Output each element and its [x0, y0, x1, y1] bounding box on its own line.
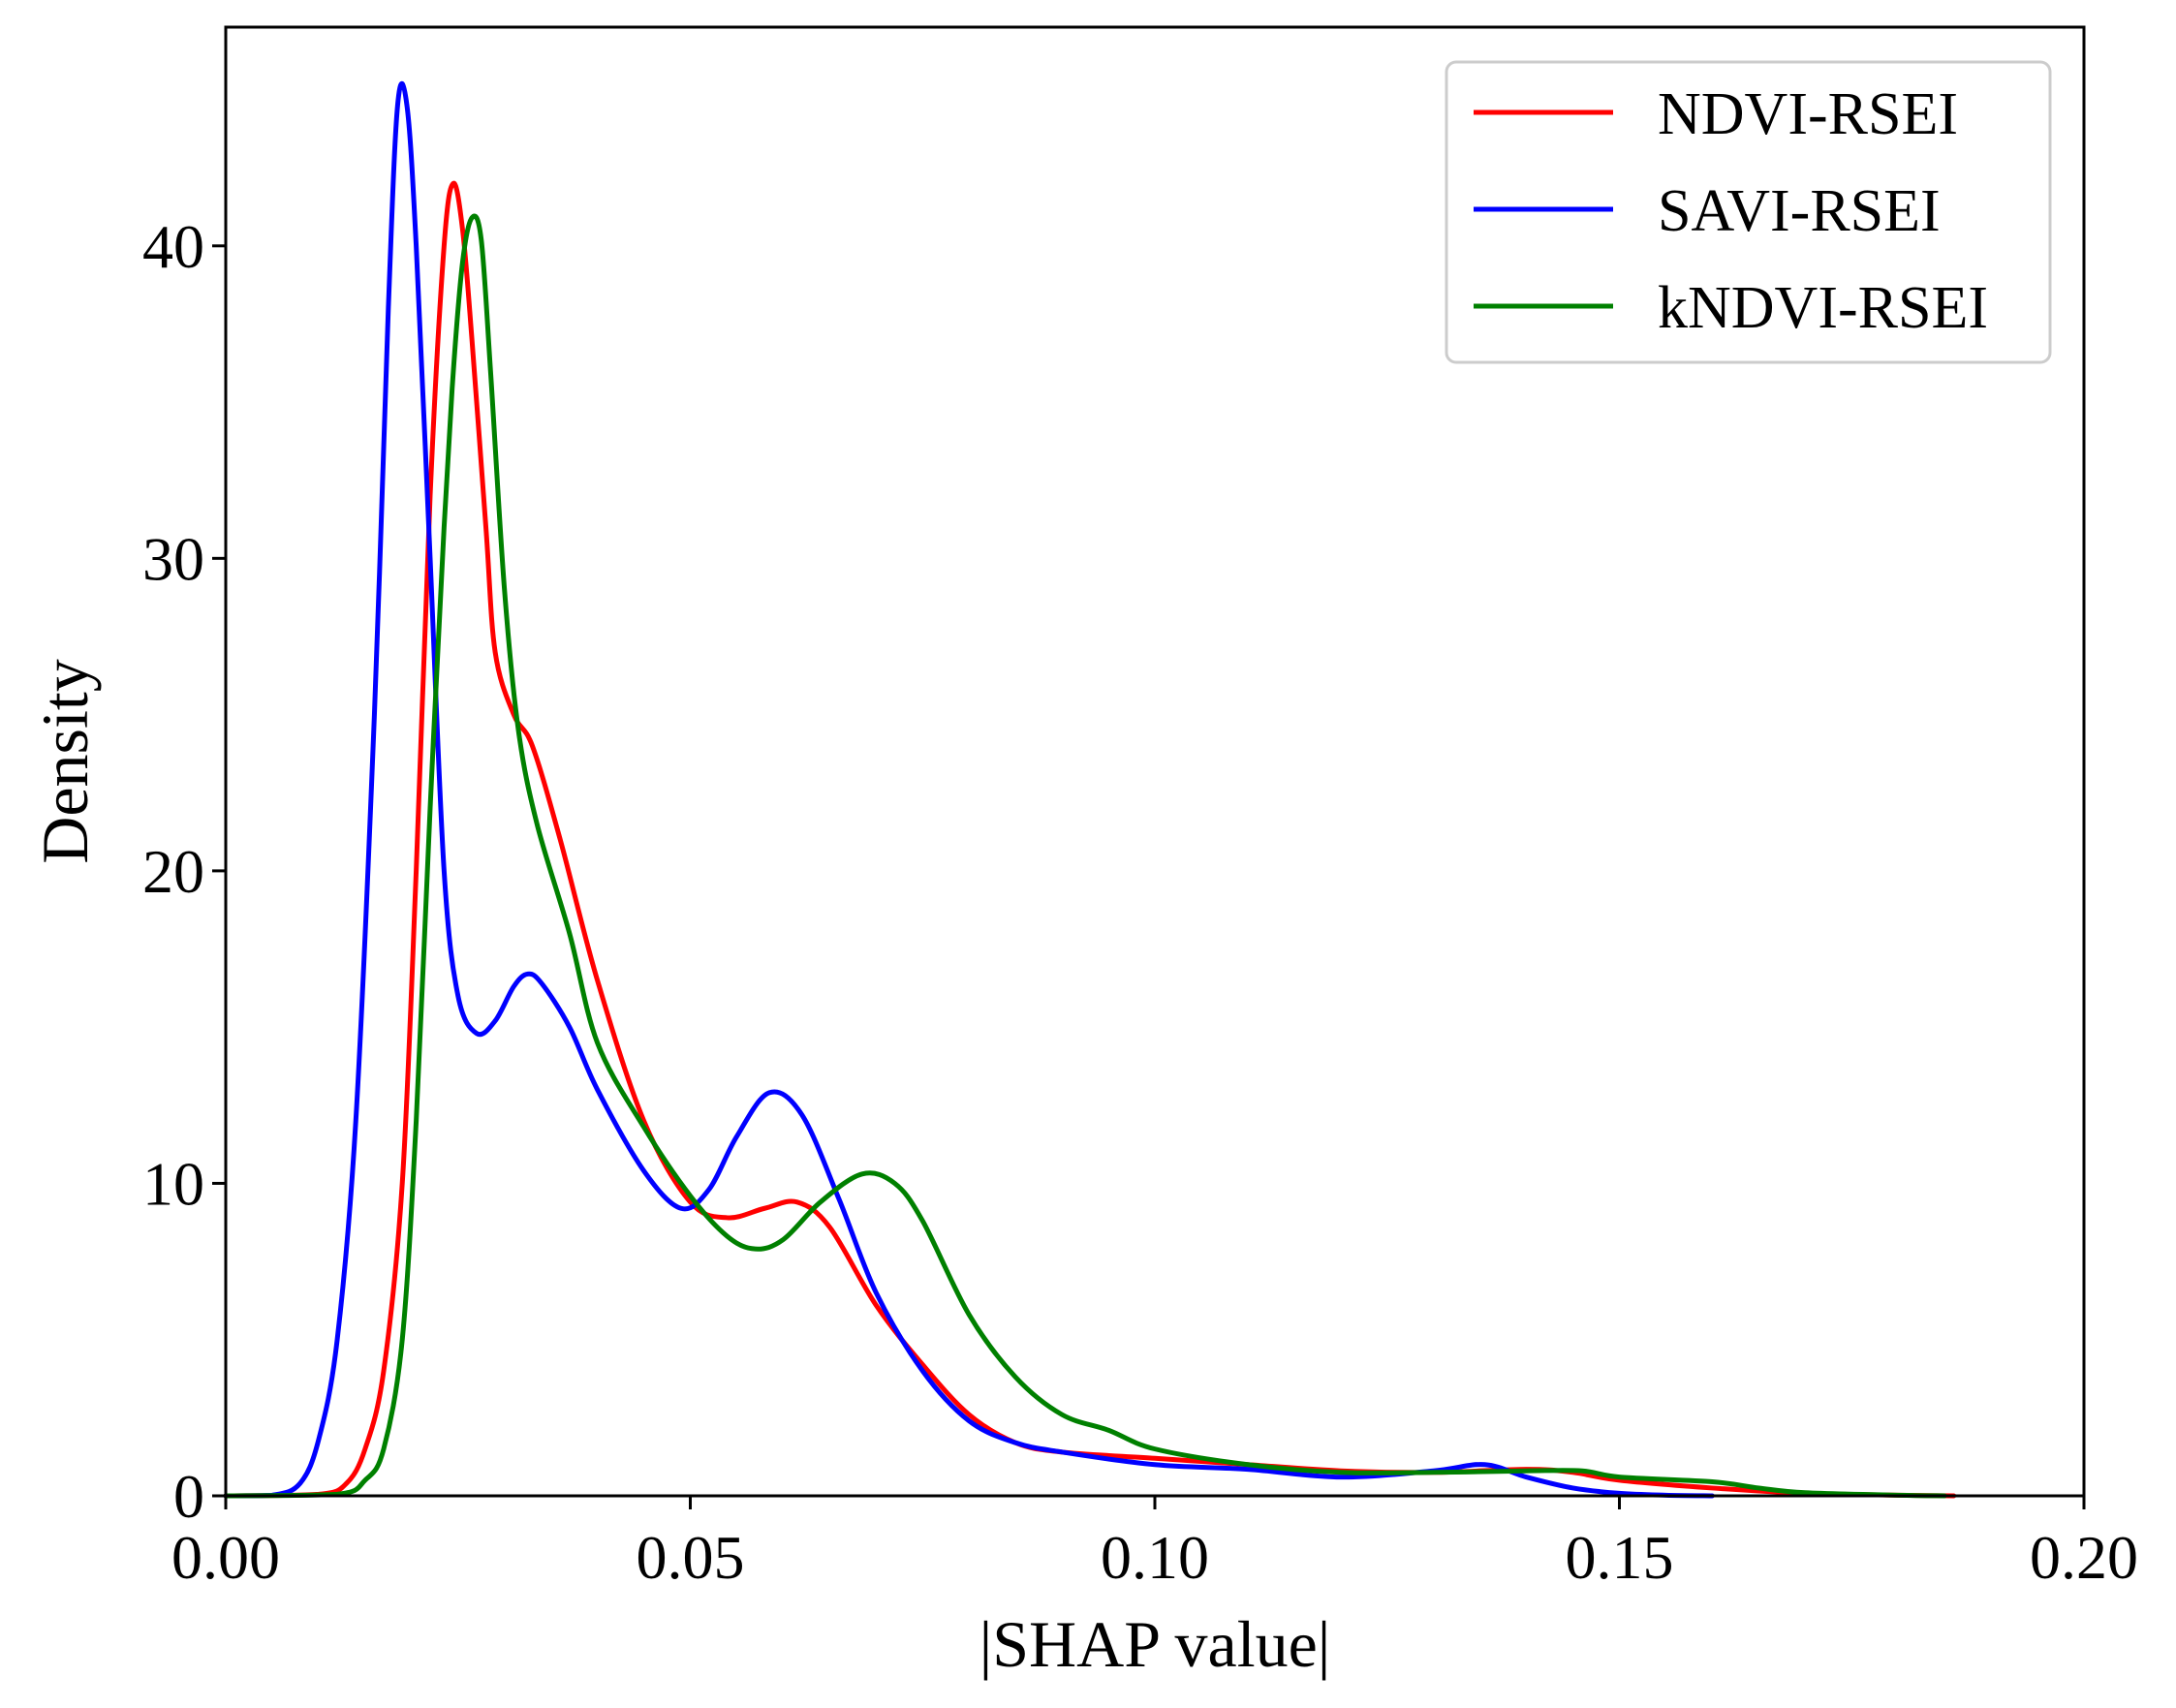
- legend-label-kndvi-rsei: kNDVI-RSEI: [1658, 275, 1988, 341]
- legend-box: [1445, 60, 2052, 364]
- x-axis-ticks: 0.00 0.05 0.10 0.15 0.20: [171, 1496, 2138, 1592]
- x-tick-label: 0.10: [1101, 1523, 1209, 1592]
- y-tick-label: 30: [142, 524, 204, 593]
- x-tick-label: 0.05: [637, 1523, 745, 1592]
- y-tick-label: 10: [142, 1149, 204, 1218]
- series-line-kndvi-rsei: [223, 213, 1947, 1499]
- series-layer: [223, 80, 1957, 1499]
- legend-label-savi-rsei: SAVI-RSEI: [1658, 178, 1941, 244]
- y-axis-label: Density: [28, 659, 102, 864]
- y-tick-label: 0: [173, 1462, 204, 1531]
- y-tick-label: 40: [142, 212, 204, 281]
- x-axis-label: |SHAP value|: [979, 1607, 1331, 1681]
- x-tick-label: 0.00: [171, 1523, 280, 1592]
- y-axis-ticks: 0 10 20 30 40: [142, 212, 226, 1531]
- series-line-savi-rsei: [223, 80, 1715, 1499]
- legend: NDVI-RSEI SAVI-RSEI kNDVI-RSEI: [1445, 60, 2052, 364]
- legend-label-ndvi-rsei: NDVI-RSEI: [1658, 81, 1958, 147]
- x-tick-label: 0.15: [1566, 1523, 1674, 1592]
- y-tick-label: 20: [142, 837, 204, 906]
- legend-entries: NDVI-RSEI SAVI-RSEI kNDVI-RSEI: [1474, 81, 1988, 341]
- x-tick-label: 0.20: [2030, 1523, 2138, 1592]
